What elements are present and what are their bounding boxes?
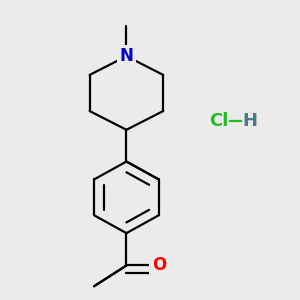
Text: H: H — [243, 112, 258, 130]
Text: O: O — [152, 256, 166, 274]
Text: Cl: Cl — [209, 112, 229, 130]
Text: N: N — [119, 47, 134, 65]
